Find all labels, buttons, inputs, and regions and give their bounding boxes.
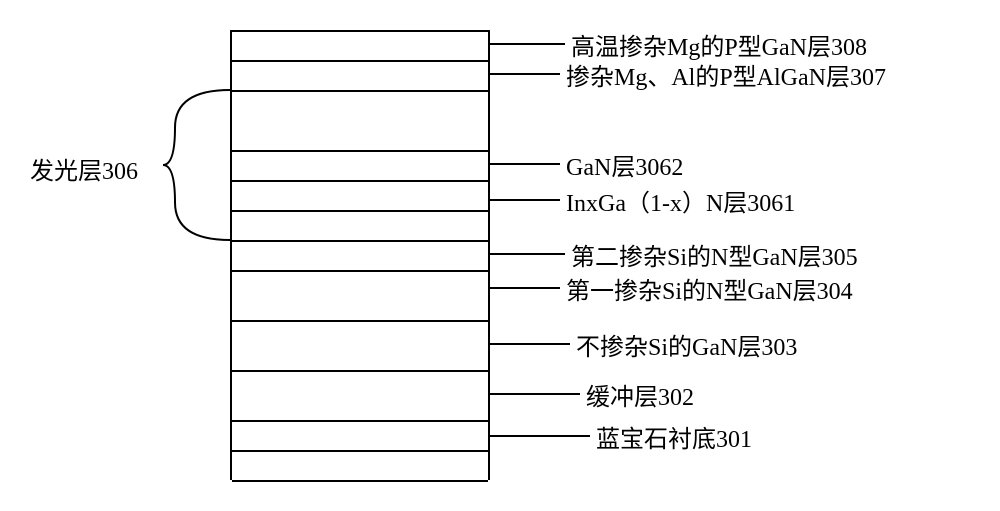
- layer-301: [232, 422, 488, 452]
- layer-307: [232, 62, 488, 92]
- leader-305: [490, 253, 565, 255]
- leader-3061: [490, 199, 560, 201]
- layer-303: [232, 322, 488, 372]
- label-3061: InxGa（1-x）N层3061: [566, 183, 795, 218]
- left-brace: [161, 88, 232, 242]
- layer-3062: [232, 152, 488, 182]
- label-303: 不掺杂Si的GaN层303: [576, 327, 797, 362]
- layer-302: [232, 372, 488, 422]
- label-301: 蓝宝石衬底301: [596, 419, 752, 454]
- label-3062: GaN层3062: [566, 147, 683, 182]
- label-307: 掺杂Mg、Al的P型AlGaN层307: [566, 57, 886, 92]
- leader-304: [490, 287, 560, 289]
- label-304: 第一掺杂Si的N型GaN层304: [566, 271, 853, 306]
- label-302: 缓冲层302: [586, 377, 694, 412]
- layer-gap2: [232, 212, 488, 242]
- layer-305: [232, 242, 488, 272]
- layer-bottom: [232, 452, 488, 482]
- leader-303: [490, 343, 570, 345]
- leader-308: [490, 43, 565, 45]
- layer-stack: [230, 30, 490, 480]
- layer-gap1: [232, 92, 488, 152]
- layer-304: [232, 272, 488, 322]
- left-group-label: 发光层306: [30, 151, 138, 186]
- layer-308: [232, 32, 488, 62]
- leader-307: [490, 73, 560, 75]
- layer-3061: [232, 182, 488, 212]
- leader-3062: [490, 163, 560, 165]
- label-305: 第二掺杂Si的N型GaN层305: [571, 237, 858, 272]
- leader-302: [490, 393, 580, 395]
- leader-301: [490, 435, 590, 437]
- diagram-container: 高温掺杂Mg的P型GaN层308掺杂Mg、Al的P型AlGaN层307GaN层3…: [20, 20, 980, 491]
